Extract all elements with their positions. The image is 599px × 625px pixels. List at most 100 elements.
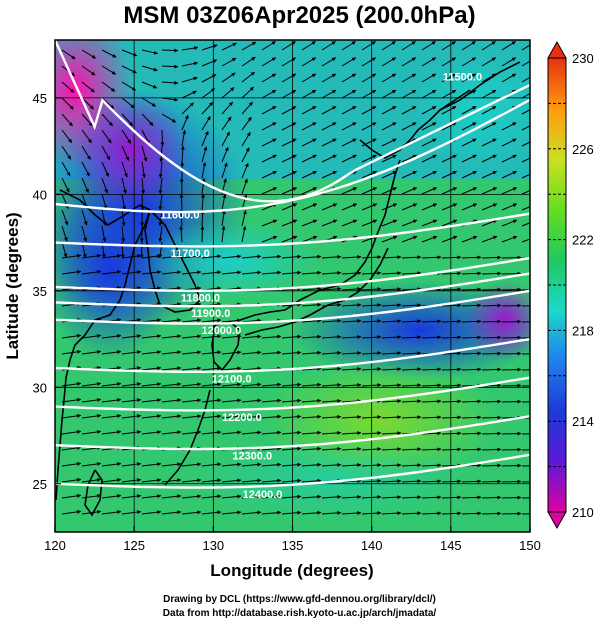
coast-kyushu xyxy=(211,321,241,372)
wind-arrow xyxy=(441,89,457,99)
wind-arrow xyxy=(161,97,179,102)
wind-arrow xyxy=(301,334,322,339)
wind-arrow xyxy=(341,350,362,355)
wind-arrow xyxy=(261,430,282,435)
wind-arrow xyxy=(441,57,457,67)
wind-arrow xyxy=(121,65,137,74)
wind-arrow xyxy=(321,170,337,179)
wind-arrow xyxy=(381,203,398,211)
wind-arrow xyxy=(421,319,442,324)
wind-arrow xyxy=(121,510,142,515)
x-tick-label-120: 120 xyxy=(44,538,66,553)
contour-label-12000.0: 12000.0 xyxy=(201,325,241,337)
wind-arrow xyxy=(481,235,498,243)
wind-arrow xyxy=(201,414,222,419)
wind-arrow xyxy=(61,461,82,467)
wind-arrow xyxy=(61,97,74,110)
wind-arrow xyxy=(281,430,302,435)
wind-arrow xyxy=(261,334,282,339)
wind-arrow xyxy=(501,303,522,308)
wind-arrow xyxy=(521,125,530,131)
wind-arrow xyxy=(381,351,402,356)
wind-arrow xyxy=(381,495,402,500)
wind-arrow xyxy=(481,399,502,404)
chart: 11500.0 11600.0 11700.0 11800.0 11900.0 12000… xyxy=(3,39,594,580)
wind-arrow xyxy=(481,105,497,115)
wind-arrow xyxy=(321,430,342,435)
wind-arrow xyxy=(481,463,502,468)
wind-arrow xyxy=(241,430,262,435)
wind-arrow xyxy=(161,318,182,323)
wind-arrow xyxy=(81,65,96,76)
colorbar-label-218: 218 xyxy=(572,323,594,338)
wind-arrow xyxy=(441,399,462,404)
wind-arrow xyxy=(441,319,462,324)
wind-arrow xyxy=(241,414,262,419)
wind-arrow xyxy=(301,478,322,483)
wind-arrow xyxy=(401,511,422,516)
wind-arrow xyxy=(181,382,202,387)
wind-arrow xyxy=(301,57,317,67)
wind-arrow xyxy=(221,87,235,99)
wind-arrow xyxy=(121,350,142,355)
wind-arrow xyxy=(81,225,88,242)
wind-arrow xyxy=(221,318,242,323)
wind-arrow xyxy=(381,89,397,99)
wind-arrow xyxy=(281,446,302,451)
wind-arrow xyxy=(61,333,82,339)
wind-arrow xyxy=(461,187,478,195)
wind-arrow xyxy=(401,41,416,51)
wind-arrow xyxy=(301,170,317,179)
wind-arrow xyxy=(461,351,482,356)
wind-arrow xyxy=(141,318,162,323)
wind-arrow xyxy=(381,57,397,67)
wind-arrow xyxy=(421,255,442,260)
wind-arrow xyxy=(141,49,158,55)
wind-arrow xyxy=(481,287,502,292)
wind-arrow xyxy=(481,203,498,211)
coast-honshu-south xyxy=(244,247,389,336)
wind-arrow xyxy=(161,80,179,85)
wind-arrow xyxy=(501,463,522,468)
wind-arrow xyxy=(401,351,422,356)
wind-arrow xyxy=(461,105,477,115)
wind-arrow xyxy=(501,203,518,211)
wind-arrow xyxy=(281,350,302,355)
wind-arrow xyxy=(481,479,502,484)
wind-arrow xyxy=(221,382,242,387)
wind-arrow xyxy=(481,271,502,276)
wind-arrow xyxy=(381,383,402,388)
wind-arrow xyxy=(121,49,138,57)
wind-arrow xyxy=(361,511,382,516)
wind-arrow xyxy=(321,89,337,99)
x-tick-label-150: 150 xyxy=(519,538,541,553)
wind-arrow xyxy=(361,287,382,292)
wind-arrow xyxy=(421,415,442,420)
wind-arrow xyxy=(521,109,530,115)
y-axis: 25 30 35 40 45 xyxy=(33,91,61,492)
wind-arrow xyxy=(281,187,298,195)
colorbar-bottom-cap xyxy=(547,511,567,530)
wind-arrow xyxy=(361,203,378,211)
wind-arrow xyxy=(181,494,202,499)
wind-arrow xyxy=(461,122,477,131)
wind-arrow xyxy=(101,334,122,339)
wind-arrow xyxy=(481,187,498,195)
wind-arrow xyxy=(101,129,112,144)
wind-arrow xyxy=(61,161,71,177)
wind-arrow xyxy=(321,154,337,163)
wind-arrow xyxy=(341,478,362,483)
wind-arrow xyxy=(101,414,122,419)
wind-arrow xyxy=(201,462,222,467)
wind-arrow xyxy=(181,334,202,339)
wind-arrow xyxy=(321,350,342,355)
wind-arrow xyxy=(441,203,458,211)
wind-arrow xyxy=(181,366,202,371)
wind-arrow xyxy=(261,478,282,483)
wind-arrow xyxy=(301,446,322,451)
wind-arrow xyxy=(341,318,362,323)
wind-arrow xyxy=(281,219,298,227)
wind-arrow xyxy=(101,177,109,194)
wind-arrow xyxy=(381,235,398,243)
wind-arrow xyxy=(421,495,442,500)
